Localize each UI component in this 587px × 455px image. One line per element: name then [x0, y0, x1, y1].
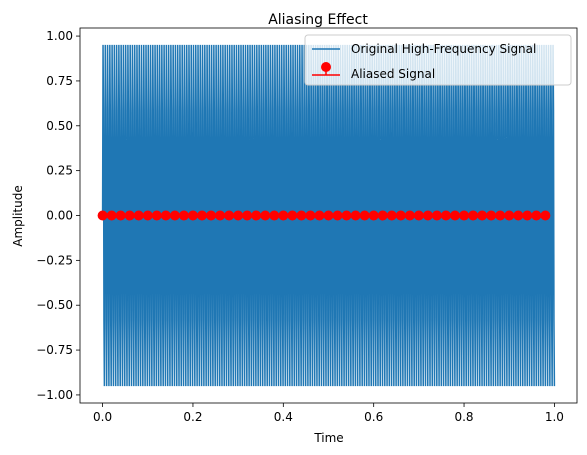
aliased-point	[377, 210, 388, 221]
legend-label-aliased: Aliased Signal	[351, 67, 435, 81]
aliased-point	[124, 210, 135, 221]
aliased-point	[386, 210, 397, 221]
y-tick-label: −0.75	[36, 343, 73, 357]
aliased-point	[169, 210, 180, 221]
aliased-point	[413, 210, 424, 221]
legend-box	[304, 34, 572, 86]
aliased-point	[513, 210, 524, 221]
x-tick-label: 0.2	[183, 410, 202, 424]
y-axis-label: Amplitude	[11, 185, 25, 247]
aliased-point	[404, 210, 415, 221]
aliased-point	[459, 210, 470, 221]
aliased-point	[142, 210, 153, 221]
aliased-point	[133, 210, 144, 221]
aliased-point	[287, 210, 298, 221]
aliased-point	[431, 210, 442, 221]
aliased-point	[115, 210, 126, 221]
x-tick-label: 0.6	[364, 410, 383, 424]
aliased-point	[504, 210, 515, 221]
aliased-point	[422, 210, 433, 221]
aliased-point	[206, 210, 217, 221]
aliased-point	[196, 210, 207, 221]
y-tick-label: 0.75	[46, 74, 73, 88]
aliased-point	[106, 210, 117, 221]
aliased-point	[242, 210, 253, 221]
aliased-point	[359, 210, 370, 221]
legend-label-original: Original High-Frequency Signal	[351, 42, 536, 56]
x-tick-label: 0.0	[93, 410, 112, 424]
aliased-point	[468, 210, 479, 221]
aliased-point	[97, 210, 108, 221]
aliased-point	[215, 210, 226, 221]
aliased-point	[350, 210, 361, 221]
aliased-point	[305, 210, 316, 221]
aliased-point	[251, 210, 262, 221]
aliased-point	[522, 210, 533, 221]
aliased-point	[495, 210, 506, 221]
y-tick-label: 0.00	[46, 209, 73, 223]
y-tick-label: −0.25	[36, 253, 73, 267]
legend: Original High-Frequency Signal Aliased S…	[304, 34, 572, 86]
x-tick-label: 1.0	[545, 410, 564, 424]
aliased-point	[178, 210, 189, 221]
aliased-point	[296, 210, 307, 221]
aliased-point	[151, 210, 162, 221]
aliased-point	[224, 210, 235, 221]
aliased-point	[368, 210, 379, 221]
x-axis: 0.0 0.2 0.4 0.6 0.8 1.0	[93, 403, 564, 424]
aliased-point	[540, 210, 551, 221]
x-axis-label: Time	[313, 431, 343, 445]
plot-area	[79, 27, 578, 404]
aliased-point	[233, 210, 244, 221]
y-tick-label: 1.00	[46, 29, 73, 43]
y-axis: −1.00 −0.75 −0.50 −0.25 0.00 0.25 0.50 0.75 1.00	[36, 29, 80, 402]
aliased-point	[395, 210, 406, 221]
aliased-point	[260, 210, 271, 221]
aliased-point	[323, 210, 334, 221]
aliased-point	[341, 210, 352, 221]
aliased-point	[477, 210, 488, 221]
aliased-point	[531, 210, 542, 221]
y-tick-label: −0.50	[36, 298, 73, 312]
aliased-point	[269, 210, 280, 221]
aliased-point	[486, 210, 497, 221]
aliased-point	[160, 210, 171, 221]
x-tick-label: 0.8	[454, 410, 473, 424]
aliased-point	[314, 210, 325, 221]
y-tick-label: 0.50	[46, 119, 73, 133]
y-tick-label: −1.00	[36, 388, 73, 402]
aliased-point	[187, 210, 198, 221]
aliased-signal-layer	[97, 210, 551, 221]
chart-title: Aliasing Effect	[268, 12, 368, 28]
aliased-point	[450, 210, 461, 221]
x-tick-label: 0.4	[274, 410, 293, 424]
legend-stem-marker	[321, 62, 331, 72]
y-tick-label: 0.25	[46, 164, 73, 178]
aliased-point	[278, 210, 289, 221]
aliased-point	[332, 210, 343, 221]
aliased-point	[440, 210, 451, 221]
